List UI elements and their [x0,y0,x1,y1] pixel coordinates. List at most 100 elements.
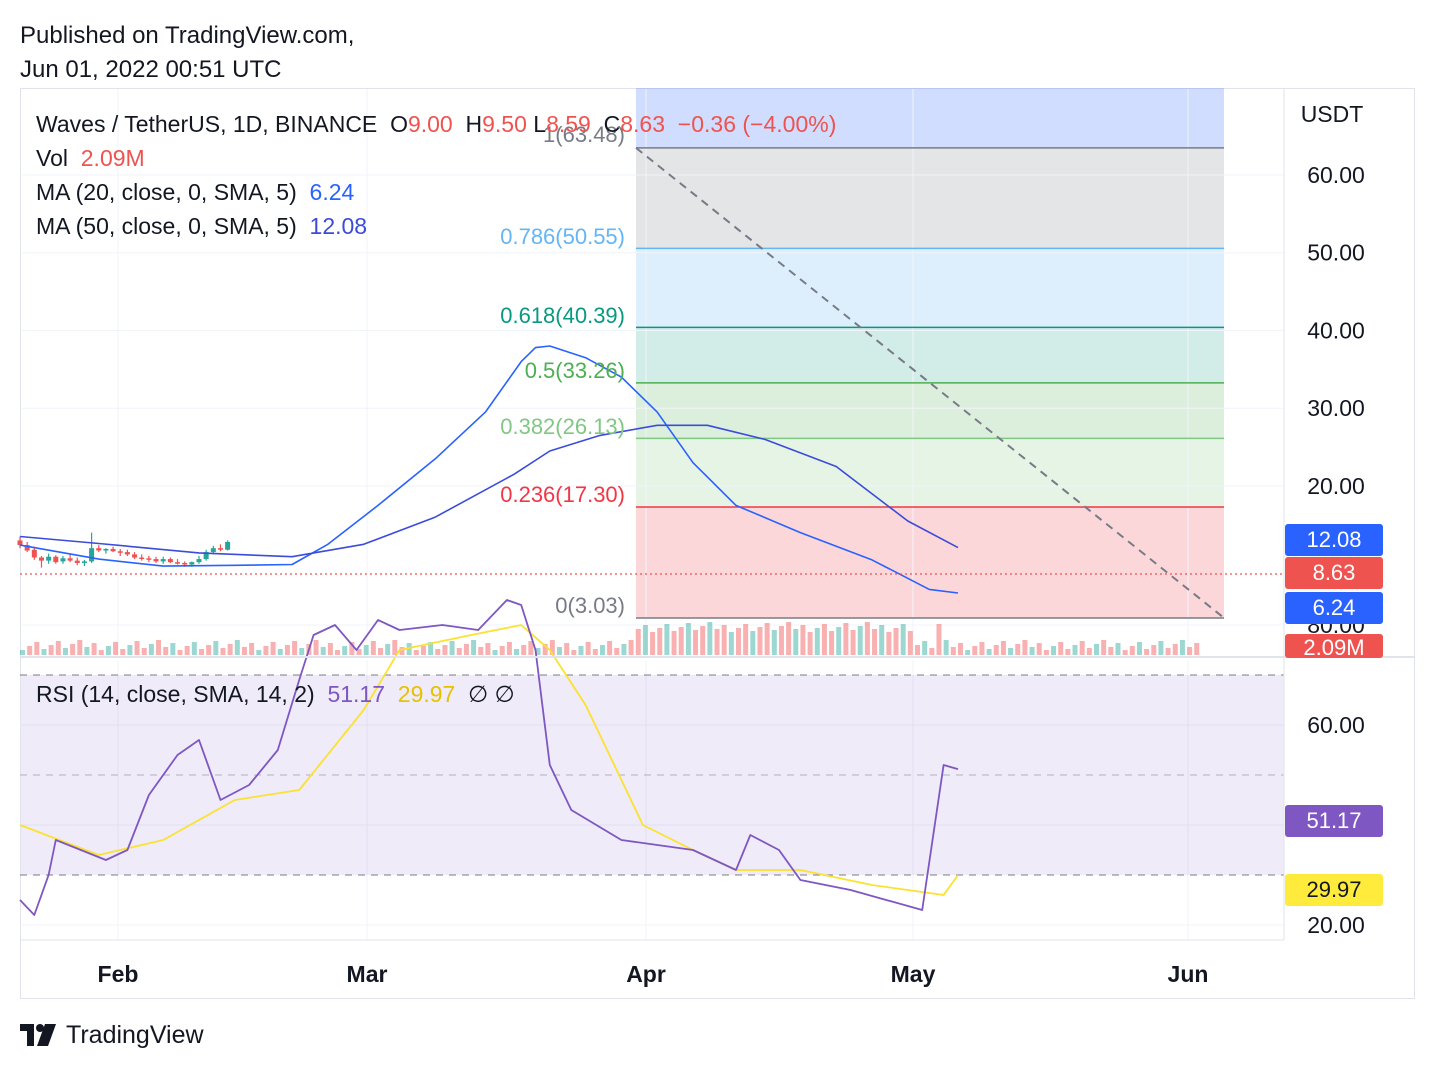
volume-bar [1151,645,1157,655]
fib-band-3 [636,327,1224,382]
volume-bar [750,631,756,655]
rsi-label: RSI (14, close, SMA, 14, 2) [36,681,315,707]
volume-bar [599,645,605,655]
candle-body [160,559,166,562]
tradingview-logo[interactable]: TradingView [20,1020,204,1050]
price-tick-label: 30.00 [1307,395,1365,421]
rsi-legend[interactable]: RSI (14, close, SMA, 14, 2) 51.17 29.97 … [36,681,515,708]
volume-bar [771,630,777,655]
volume-bar [227,644,233,655]
volume-bar [743,624,749,655]
volume-bar [506,642,512,655]
candle-body [81,561,87,563]
volume-bar [1158,641,1164,655]
close-label: C [603,111,621,137]
volume-bar [528,641,534,655]
volume-bar [485,643,491,655]
volume-bar [91,643,97,655]
close-value: 8.63 [620,111,666,137]
candle-body [67,558,73,561]
volume-bar [363,645,369,655]
price-tick-label: 50.00 [1307,240,1365,266]
volume-bar [413,650,419,655]
time-tick-label: May [891,961,936,987]
volume-bar [1172,644,1178,655]
fib-label: 1(63.48) [543,122,625,147]
volume-bar [900,624,906,655]
fib-band-2 [636,248,1224,327]
candle-body [53,556,59,563]
volume-bar [392,640,398,655]
volume-bar [428,642,434,655]
candle-body [167,559,173,563]
candle-body [117,551,123,553]
volume-bar [700,626,706,655]
rsi-ma-tag: 29.97 [1285,874,1383,906]
volume-bar [943,640,949,655]
volume-bar [1187,647,1193,655]
candle-body [196,559,202,563]
rsi-tick-label: 20.00 [1307,912,1365,938]
volume-bar [249,643,255,655]
volume-bar [356,649,362,655]
volume-bar [1079,641,1085,655]
fib-band-5 [636,438,1224,507]
volume-bar [292,641,298,655]
volume-bar [120,649,126,655]
candle-body [139,557,145,560]
volume-bar [378,648,383,655]
volume-bar [220,648,226,655]
volume-bar [1022,640,1028,655]
volume-bar [1144,649,1150,655]
volume-bar [736,628,741,655]
volume-bar [764,623,770,655]
ma20-line [19,345,959,594]
volume-bar [463,644,469,655]
volume-bar [313,640,319,655]
candle-body [17,540,23,546]
volume-bar [1036,643,1042,655]
volume-bar [163,647,169,655]
volume-bar [499,646,505,655]
volume-bar [420,646,426,655]
volume-bar [571,650,577,655]
fib-label: 0.5(33.26) [525,358,625,383]
volume-bar [48,645,54,655]
volume-bar [492,650,498,655]
candle-body [38,557,44,561]
ma50-legend[interactable]: MA (50, close, 0, SMA, 5) 12.08 [36,213,367,240]
candle-body [217,548,223,550]
volume-bar [1051,646,1057,655]
rsi-extra-values: ∅ ∅ [468,681,515,707]
volume-bar [986,649,992,655]
volume-bar [113,642,119,655]
volume-bar [886,632,892,655]
candle-body [132,554,138,558]
volume-bar [1086,648,1092,655]
volume-value: 2.09M [80,145,145,171]
volume-bar [1165,648,1171,655]
volume-bar [277,649,283,655]
volume-legend[interactable]: Vol 2.09M [36,145,145,172]
volume-bar [757,627,763,655]
volume-bar [1072,645,1078,655]
volume-bar [535,648,541,655]
candle-body [74,560,80,563]
ma20-legend[interactable]: MA (20, close, 0, SMA, 5) 6.24 [36,179,354,206]
volume-bar [800,625,806,655]
volume-bar [1094,644,1099,655]
volume-bar [714,629,720,655]
volume-bar [585,642,591,655]
tradingview-logo-text: TradingView [66,1020,204,1049]
ma50-label: MA (50, close, 0, SMA, 5) [36,213,297,239]
volume-bar [650,632,656,655]
volume-bar [979,642,985,655]
close-price-tag: 8.63 [1285,557,1383,589]
volume-bar [857,626,863,655]
symbol-legend[interactable]: Waves / TetherUS, 1D, BINANCE O9.00 H9.5… [36,111,836,138]
candle-body [124,552,130,555]
time-tick-label: Apr [626,961,666,987]
candle-body [210,548,216,553]
volume-bar [521,645,527,655]
